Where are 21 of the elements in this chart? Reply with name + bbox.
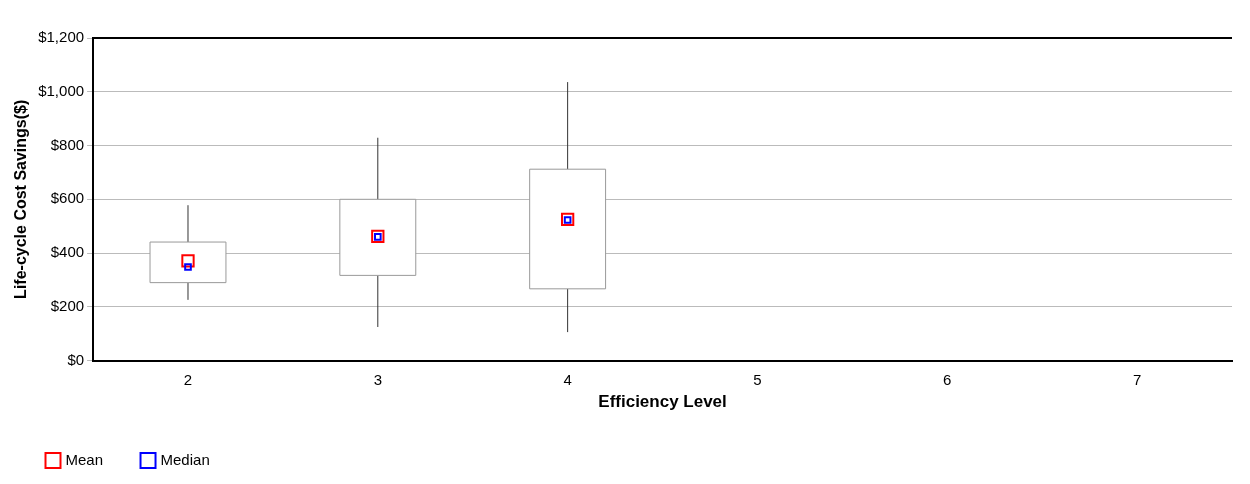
y-tick-label: $400 (50, 243, 85, 261)
y-tick-label: $1,200 (38, 28, 85, 46)
y-axis-title: Life-cycle Cost Savings($) (12, 99, 30, 299)
x-tick-label: 7 (1132, 370, 1142, 388)
y-tick-label: $1,000 (38, 81, 85, 99)
legend-label: Mean (65, 450, 104, 468)
point (181, 254, 195, 268)
x-tick-label: 2 (183, 370, 193, 388)
point (184, 263, 192, 271)
y-tick-label: $0 (67, 350, 85, 368)
x-tick-label: 4 (563, 370, 572, 388)
point (371, 229, 385, 244)
x-axis-title: Efficiency Level (598, 392, 727, 412)
legend-label: Median (160, 450, 210, 468)
y-tick-label: $600 (50, 189, 85, 207)
x-tick-label: 3 (373, 370, 382, 388)
x-tick-label: 6 (943, 370, 952, 388)
y-tick-label: $200 (50, 296, 85, 314)
point (560, 212, 575, 227)
y-tick-label: $800 (50, 135, 85, 153)
x-tick-label: 5 (753, 370, 762, 388)
